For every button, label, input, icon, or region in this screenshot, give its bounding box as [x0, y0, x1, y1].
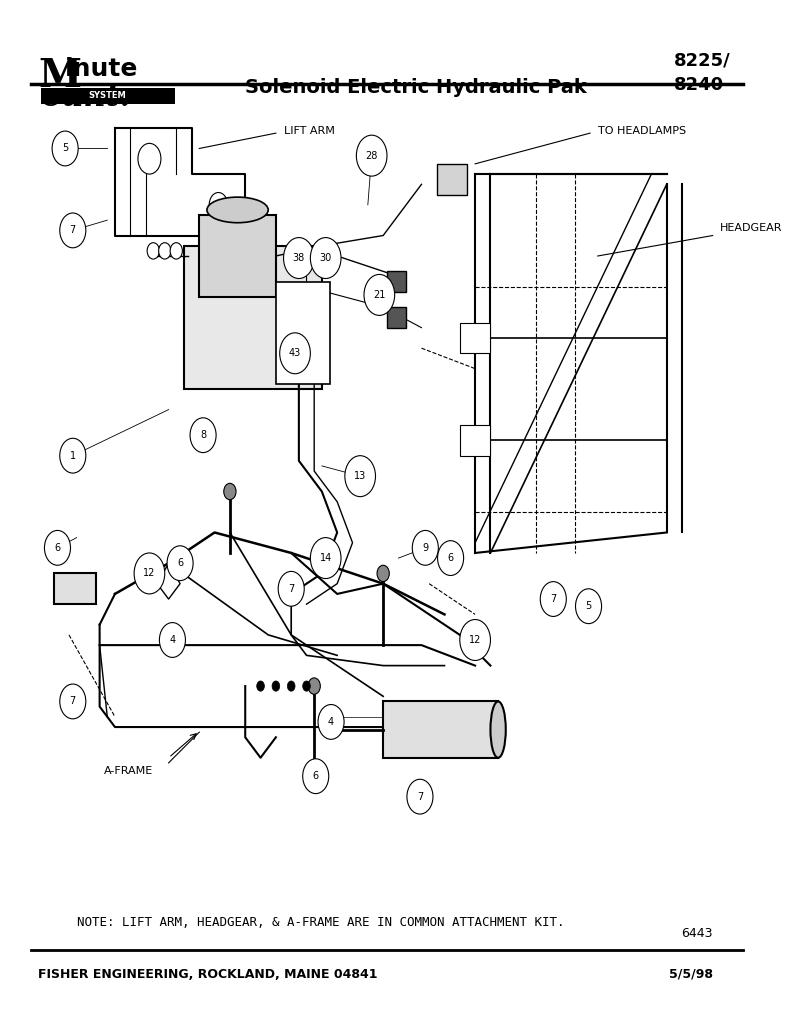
- Circle shape: [356, 135, 387, 176]
- Text: 14: 14: [319, 553, 332, 563]
- Bar: [437, 164, 467, 195]
- Circle shape: [272, 681, 280, 691]
- Text: 6: 6: [313, 771, 319, 781]
- Circle shape: [318, 705, 344, 739]
- Circle shape: [59, 438, 86, 473]
- Text: 6443: 6443: [681, 927, 713, 940]
- Bar: [460, 425, 490, 456]
- Circle shape: [345, 456, 375, 497]
- Circle shape: [310, 538, 341, 579]
- Circle shape: [44, 530, 70, 565]
- Text: 8225/
8240: 8225/ 8240: [674, 51, 731, 94]
- Text: SYSTEM: SYSTEM: [89, 91, 126, 99]
- Bar: [40, 88, 175, 104]
- Circle shape: [280, 333, 310, 374]
- Text: 7: 7: [550, 594, 557, 604]
- Text: 38: 38: [293, 253, 305, 263]
- Ellipse shape: [490, 701, 506, 758]
- Circle shape: [158, 243, 171, 259]
- Circle shape: [278, 571, 304, 606]
- Bar: [387, 271, 406, 292]
- Circle shape: [170, 243, 182, 259]
- Text: 21: 21: [373, 290, 386, 300]
- Text: 7: 7: [417, 792, 423, 802]
- Text: NOTE: LIFT ARM, HEADGEAR, & A-FRAME ARE IN COMMON ATTACHMENT KIT.: NOTE: LIFT ARM, HEADGEAR, & A-FRAME ARE …: [77, 916, 564, 930]
- Text: inute: inute: [65, 57, 139, 81]
- Text: 7: 7: [70, 696, 76, 707]
- Circle shape: [287, 681, 295, 691]
- Text: TO HEADLAMPS: TO HEADLAMPS: [598, 126, 686, 136]
- Circle shape: [134, 553, 165, 594]
- Bar: [184, 246, 322, 389]
- Circle shape: [540, 582, 566, 616]
- Text: FISHER ENGINEERING, ROCKLAND, MAINE 04841: FISHER ENGINEERING, ROCKLAND, MAINE 0484…: [38, 968, 378, 981]
- Text: 4: 4: [169, 635, 176, 645]
- Circle shape: [437, 541, 463, 575]
- Ellipse shape: [207, 197, 268, 222]
- Text: Solenoid Electric Hydraulic Pak: Solenoid Electric Hydraulic Pak: [246, 78, 587, 97]
- Text: A-FRAME: A-FRAME: [104, 766, 154, 776]
- Circle shape: [377, 565, 390, 582]
- Text: 6: 6: [447, 553, 454, 563]
- Circle shape: [308, 678, 320, 694]
- Text: 5/5/98: 5/5/98: [668, 968, 713, 981]
- Text: 6: 6: [55, 543, 60, 553]
- Circle shape: [138, 143, 161, 174]
- Text: LIFT ARM: LIFT ARM: [284, 126, 334, 136]
- Text: ount.: ount.: [42, 82, 131, 113]
- Text: 4: 4: [328, 717, 334, 727]
- Text: 12: 12: [469, 635, 482, 645]
- Circle shape: [284, 238, 314, 279]
- Text: 12: 12: [143, 568, 155, 579]
- Bar: [383, 701, 498, 758]
- Text: 43: 43: [289, 348, 301, 358]
- Bar: [460, 323, 490, 353]
- Circle shape: [310, 238, 341, 279]
- Circle shape: [59, 684, 86, 719]
- Text: 30: 30: [319, 253, 332, 263]
- Bar: [387, 307, 406, 328]
- Circle shape: [364, 274, 394, 315]
- Text: 8: 8: [200, 430, 206, 440]
- Text: 28: 28: [365, 151, 378, 161]
- Bar: [200, 215, 276, 297]
- Text: 13: 13: [354, 471, 366, 481]
- Circle shape: [460, 620, 490, 660]
- Circle shape: [167, 546, 193, 581]
- Circle shape: [303, 681, 310, 691]
- Circle shape: [224, 483, 236, 500]
- Text: 5: 5: [585, 601, 592, 611]
- Text: 7: 7: [288, 584, 295, 594]
- Text: 1: 1: [70, 451, 76, 461]
- Circle shape: [576, 589, 602, 624]
- Circle shape: [413, 530, 438, 565]
- Text: M: M: [38, 57, 82, 95]
- Circle shape: [52, 131, 78, 166]
- Circle shape: [209, 193, 227, 217]
- Text: 6: 6: [177, 558, 183, 568]
- Circle shape: [257, 681, 265, 691]
- Circle shape: [147, 243, 159, 259]
- Circle shape: [303, 759, 329, 794]
- Text: 7: 7: [70, 225, 76, 236]
- Text: 5: 5: [62, 143, 68, 154]
- Circle shape: [159, 623, 185, 657]
- Bar: [276, 282, 329, 384]
- Circle shape: [59, 213, 86, 248]
- Circle shape: [407, 779, 433, 814]
- Bar: [54, 573, 96, 604]
- Text: 9: 9: [422, 543, 428, 553]
- Text: HEADGEAR: HEADGEAR: [721, 223, 782, 233]
- Circle shape: [190, 418, 216, 453]
